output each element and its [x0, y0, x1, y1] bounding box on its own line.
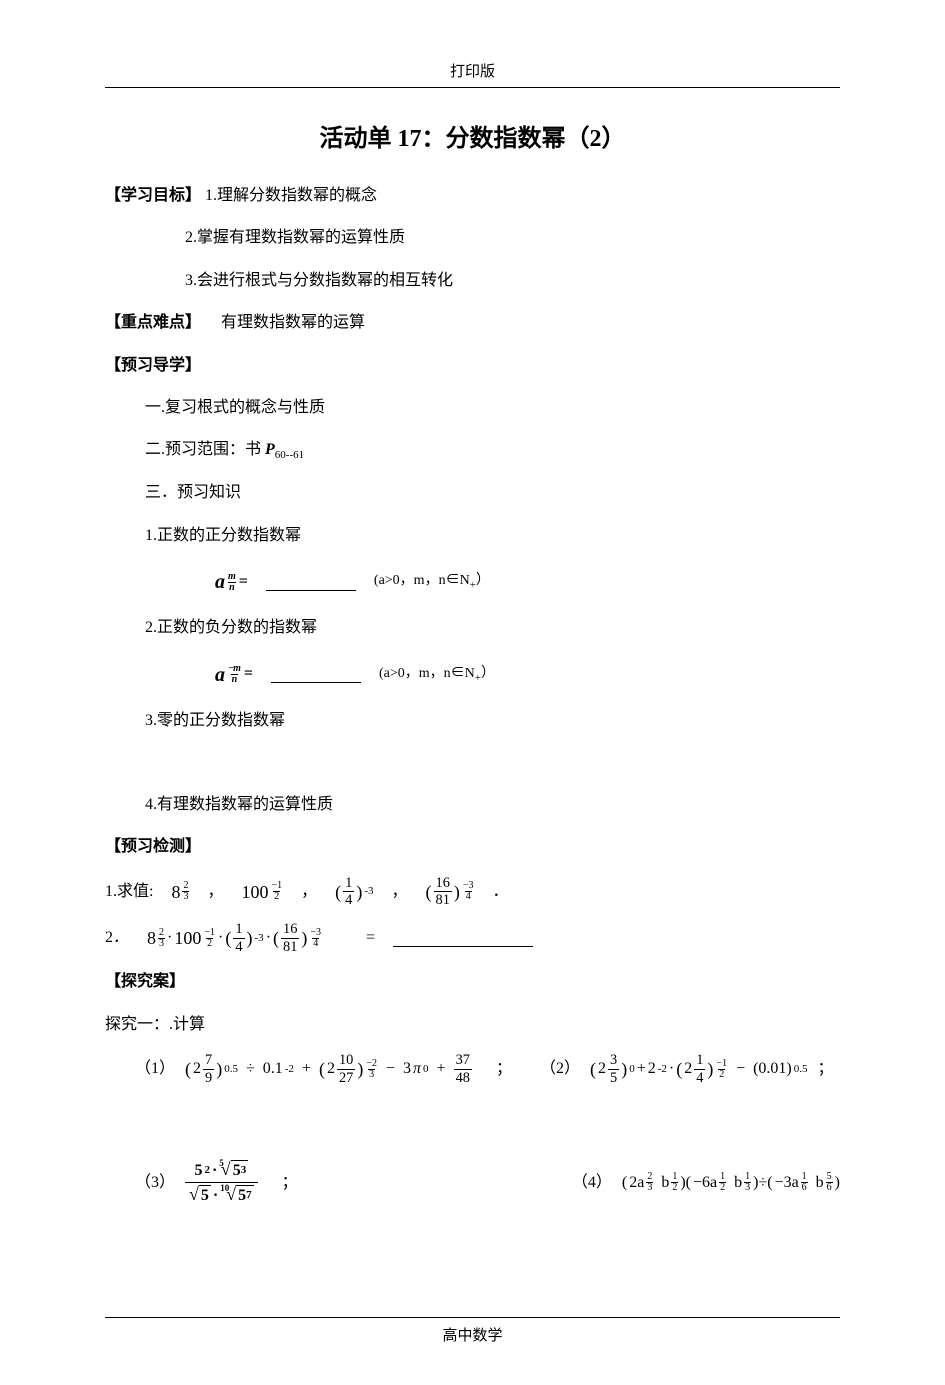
prep-k3: 3.零的正分数指数幂 [105, 706, 840, 736]
prep-k2: 2.正数的负分数的指数幂 [105, 613, 840, 643]
blank-3[interactable] [393, 930, 533, 947]
check-q1: 1.求值: 8 23 ， 100 −12 ， ( 14 )-3 ， ( 1681… [105, 875, 840, 909]
section-prep: 【预习导学】 [105, 351, 840, 381]
footer: 高中数学 [105, 1324, 840, 1345]
base-a1: a [215, 563, 225, 601]
prep-2-text: 二.预习范围：书 [145, 441, 261, 458]
explore-label: 【探究案】 [105, 973, 185, 990]
section-explore: 【探究案】 [105, 967, 840, 997]
footer-rule [105, 1317, 840, 1318]
formula-neg: a −m n = (a>0，m，n∈N+） [105, 656, 840, 694]
header-rule [105, 87, 840, 88]
keypoints-text: 有理数指数幂的运算 [221, 314, 365, 331]
prep-1: 一.复习根式的概念与性质 [105, 393, 840, 423]
cond-2: (a>0，m，n∈N+） [379, 661, 495, 689]
explore-row2: （3） 52 · 5√53 √5 · 10√57 ； （4） (2a 23 b … [105, 1160, 840, 1205]
prep-label: 【预习导学】 [105, 357, 201, 374]
goal-1: 1.理解分数指数幂的概念 [205, 187, 377, 204]
ex2-label: （2） [540, 1054, 580, 1084]
q1-100: 100 [241, 875, 268, 909]
formula-pos: a m n = (a>0，m，n∈N+） [105, 563, 840, 601]
goal-3: 3.会进行根式与分数指数幂的相互转化 [105, 266, 840, 296]
prep-3: 三．预习知识 [105, 478, 840, 508]
prep-Psub: 60--61 [275, 450, 304, 462]
prep-k4: 4.有理数指数幂的运算性质 [105, 790, 840, 820]
ex4-label: （4） [572, 1168, 612, 1198]
exp-m2: m [233, 663, 241, 674]
check-label: 【预习检测】 [105, 838, 201, 855]
section-goals: 【学习目标】 1.理解分数指数幂的概念 [105, 181, 840, 211]
section-keypoints: 【重点难点】 有理数指数幂的运算 [105, 308, 840, 338]
prep-P: P [265, 441, 275, 458]
q1-exp-neg3: -3 [364, 881, 373, 902]
ex3-label: （3） [135, 1168, 175, 1198]
goal-2: 2.掌握有理数指数幂的运算性质 [105, 223, 840, 253]
goals-label: 【学习目标】 [105, 187, 201, 204]
prep-2: 二.预习范围：书 P60--61 [105, 435, 840, 466]
ex1-label: （1） [135, 1054, 175, 1084]
base-a2: a [215, 656, 225, 694]
cond-1: (a>0，m，n∈N+） [374, 568, 490, 596]
exp-n1: n [228, 582, 236, 593]
exp-m1: m [227, 572, 237, 582]
blank-2[interactable] [271, 666, 361, 683]
explore-row1: （1） (2 79 )0.5 ÷ 0.1-2 + (2 1027 ) −23 −… [105, 1052, 840, 1086]
check-q2: 2． 8 23 · 100 −12 · (14)-3 · (1681) −34 … [105, 921, 840, 955]
print-header: 打印版 [105, 60, 840, 81]
q1-label: 1.求值: [105, 877, 153, 907]
exp-n2: n [231, 674, 239, 685]
q2-eq: = [366, 923, 375, 953]
prep-k1: 1.正数的正分数指数幂 [105, 521, 840, 551]
blank-1[interactable] [266, 574, 356, 591]
keypoints-label: 【重点难点】 [105, 314, 201, 331]
q1-8: 8 [171, 875, 180, 909]
page-title: 活动单 17：分数指数幂（2） [105, 118, 840, 153]
explore-t1: 探究一：.计算 [105, 1010, 840, 1040]
q2-label: 2． [105, 923, 129, 953]
section-check: 【预习检测】 [105, 832, 840, 862]
